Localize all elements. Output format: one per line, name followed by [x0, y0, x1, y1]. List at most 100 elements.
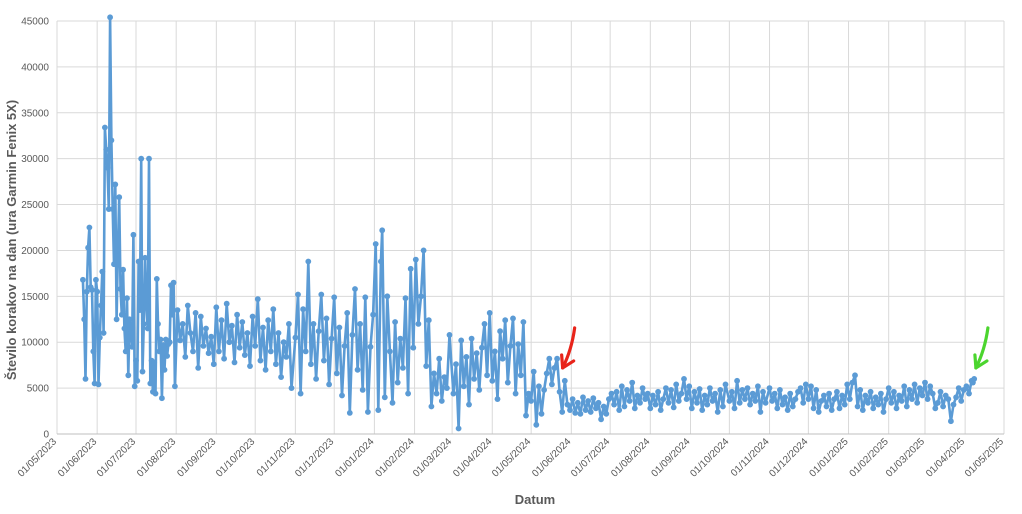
data-point	[924, 396, 931, 402]
data-point	[494, 396, 501, 402]
data-point	[639, 385, 646, 391]
y-tick-label: 5000	[27, 384, 50, 395]
data-point	[502, 317, 509, 324]
x-tick-label: 01/08/2023	[135, 436, 178, 479]
x-tick-label: 01/10/2024	[688, 436, 731, 479]
data-point	[766, 385, 773, 391]
data-point	[559, 409, 566, 415]
data-point	[234, 311, 241, 318]
data-point	[354, 366, 361, 373]
data-point	[846, 396, 853, 402]
x-tick-label: 01/05/2023	[16, 436, 59, 479]
data-point	[370, 311, 376, 318]
data-point	[880, 409, 887, 415]
data-point	[164, 353, 171, 359]
data-point	[744, 385, 751, 391]
x-tick-label: 01/03/2025	[884, 436, 927, 479]
data-point	[608, 390, 615, 397]
data-point	[626, 398, 633, 404]
data-point	[221, 355, 228, 362]
data-point	[883, 396, 889, 402]
data-point	[927, 383, 934, 390]
data-point	[339, 392, 345, 399]
data-point	[747, 401, 753, 408]
data-point	[802, 381, 809, 388]
data-point	[346, 410, 353, 416]
data-point	[111, 261, 117, 268]
data-point	[280, 339, 287, 346]
data-point	[852, 372, 858, 379]
data-point	[914, 399, 921, 406]
data-point	[510, 315, 516, 322]
x-tick-label: 01/12/2023	[293, 436, 336, 479]
data-point	[901, 383, 908, 390]
data-point	[286, 321, 292, 327]
data-point	[762, 399, 769, 406]
data-point	[85, 244, 91, 251]
data-point	[831, 396, 838, 402]
data-point	[124, 295, 130, 302]
data-point	[384, 293, 391, 300]
x-tick-label: 01/06/2023	[56, 436, 99, 479]
data-point	[644, 390, 651, 397]
data-point	[415, 321, 422, 327]
data-point	[729, 388, 735, 395]
data-point	[458, 337, 465, 344]
data-point	[121, 325, 128, 332]
data-point	[691, 388, 698, 395]
data-point	[515, 341, 522, 347]
data-point	[402, 295, 409, 302]
data-point	[143, 302, 150, 309]
data-point	[179, 321, 186, 327]
data-point	[932, 405, 939, 412]
data-point	[593, 405, 599, 412]
data-point	[476, 387, 483, 393]
data-point	[117, 286, 124, 292]
data-point	[600, 403, 607, 410]
data-point	[139, 368, 146, 375]
data-point	[736, 399, 743, 406]
data-point	[637, 399, 643, 406]
data-point	[122, 348, 129, 355]
data-point	[302, 348, 309, 355]
data-point	[125, 372, 132, 379]
data-point	[958, 398, 965, 404]
data-point	[577, 410, 584, 417]
x-tick-label: 01/02/2024	[373, 436, 416, 479]
data-point	[160, 342, 167, 348]
data-point	[471, 376, 477, 382]
data-point	[184, 302, 191, 309]
data-point	[174, 307, 181, 313]
data-point	[854, 403, 861, 410]
data-point	[844, 381, 851, 388]
data-point	[147, 380, 154, 387]
data-point	[444, 385, 450, 391]
data-point	[572, 410, 579, 416]
data-point	[313, 376, 319, 382]
data-point	[688, 405, 695, 412]
data-point	[885, 385, 892, 391]
data-point	[247, 363, 253, 369]
data-point	[709, 398, 716, 404]
data-point	[911, 381, 918, 388]
data-point	[156, 348, 163, 355]
data-point	[159, 395, 165, 402]
data-point	[665, 399, 672, 406]
data-point	[797, 385, 804, 391]
data-point	[963, 383, 970, 390]
data-point	[205, 350, 212, 357]
data-point	[629, 379, 636, 386]
data-point	[755, 383, 761, 390]
x-tick-label: 01/03/2024	[411, 436, 454, 479]
x-tick-label: 01/11/2024	[729, 436, 772, 479]
data-point	[922, 379, 928, 386]
data-point	[606, 396, 612, 402]
data-point	[499, 355, 506, 362]
data-point	[131, 383, 138, 390]
data-point	[717, 387, 724, 393]
data-point	[438, 398, 445, 404]
data-point	[172, 383, 178, 390]
data-point	[722, 381, 729, 388]
data-point	[90, 348, 97, 355]
data-point	[436, 355, 443, 362]
